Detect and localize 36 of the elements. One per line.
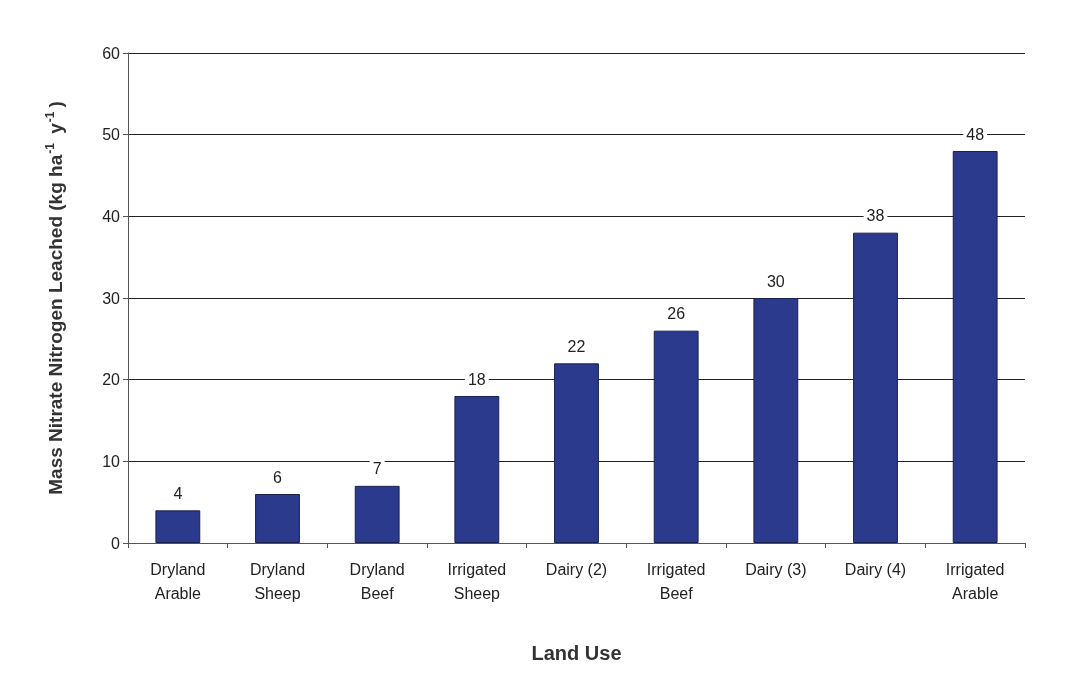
bar	[653, 330, 699, 543]
data-label: 48	[966, 125, 985, 143]
y-tick-label: 60	[102, 44, 121, 62]
bar	[952, 151, 998, 543]
bar	[454, 396, 500, 543]
data-label: 7	[372, 460, 382, 478]
x-tick-label: Irrigated Sheep	[447, 560, 507, 602]
data-label: 30	[766, 272, 785, 290]
y-tick-label: 10	[102, 452, 121, 470]
data-label: 6	[273, 468, 283, 486]
y-axis-title: Mass Nitrate Nitrogen Leached (kg ha-1 y-1)	[43, 101, 66, 495]
y-tick-label: 50	[102, 126, 121, 144]
bar	[155, 510, 201, 543]
bar	[255, 494, 300, 543]
y-tick-label: 30	[102, 289, 121, 307]
y-tick-label: 20	[102, 371, 121, 389]
data-label: 38	[866, 207, 885, 225]
x-tick-label: Dairy (3)	[745, 560, 807, 578]
x-tick-label: Irrigated Beef	[646, 560, 706, 602]
y-tick-label: 0	[111, 534, 121, 552]
x-tick-label: Dairy (2)	[545, 560, 608, 578]
bar	[554, 363, 599, 543]
y-tick-label: 40	[102, 207, 121, 225]
bar	[753, 298, 799, 543]
data-label: 22	[567, 337, 586, 355]
bar	[853, 232, 898, 543]
x-tick-label: Dryland Arable	[150, 560, 206, 602]
x-axis-title: Land Use	[531, 642, 622, 664]
x-tick-label: Dryland Beef	[349, 560, 405, 602]
x-tick-label: Dryland Sheep	[249, 560, 306, 602]
data-label: 26	[667, 305, 686, 323]
x-tick-label: Irrigated Arable	[945, 560, 1005, 602]
bar	[354, 485, 400, 543]
data-label: 18	[467, 370, 486, 388]
x-tick-label: Dairy (4)	[844, 560, 907, 578]
data-label: 4	[173, 484, 183, 502]
